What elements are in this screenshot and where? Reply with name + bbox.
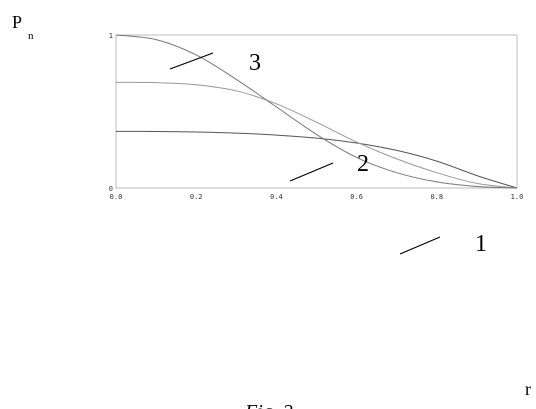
series-line-2 bbox=[115, 81, 518, 189]
x-tick-labels: 0.0 0.2 0.4 0.6 0.8 1.0 bbox=[110, 193, 524, 201]
x-tick-label: 1.0 bbox=[511, 193, 524, 201]
figure-caption: Fig. 2 bbox=[244, 401, 293, 409]
x-tick-label: 0.2 bbox=[190, 193, 203, 201]
curve-2-leader-line bbox=[289, 162, 334, 182]
x-tick-label: 0.4 bbox=[270, 193, 283, 201]
curve-3-leader-line bbox=[169, 52, 214, 70]
y-tick-label: 1 bbox=[109, 32, 113, 40]
y-tick-labels: 01 bbox=[109, 32, 113, 193]
plot-frame bbox=[115, 34, 518, 189]
y-axis-label-subscript: n bbox=[28, 30, 34, 42]
curve-3-label: 3 bbox=[249, 50, 261, 76]
x-tick-label: 0.0 bbox=[110, 193, 123, 201]
x-axis-label: r bbox=[525, 379, 531, 399]
curve-1-leader-line bbox=[399, 236, 441, 255]
series-line-3 bbox=[115, 34, 518, 189]
y-tick-label: 0 bbox=[109, 185, 113, 193]
curve-1-label: 1 bbox=[475, 231, 487, 257]
curve-2-label: 2 bbox=[357, 151, 369, 177]
y-axis-label: P bbox=[12, 12, 22, 32]
x-tick-label: 0.8 bbox=[430, 193, 443, 201]
x-tick-label: 0.6 bbox=[350, 193, 363, 201]
series-line-1 bbox=[115, 130, 518, 189]
series-layer bbox=[115, 34, 518, 189]
